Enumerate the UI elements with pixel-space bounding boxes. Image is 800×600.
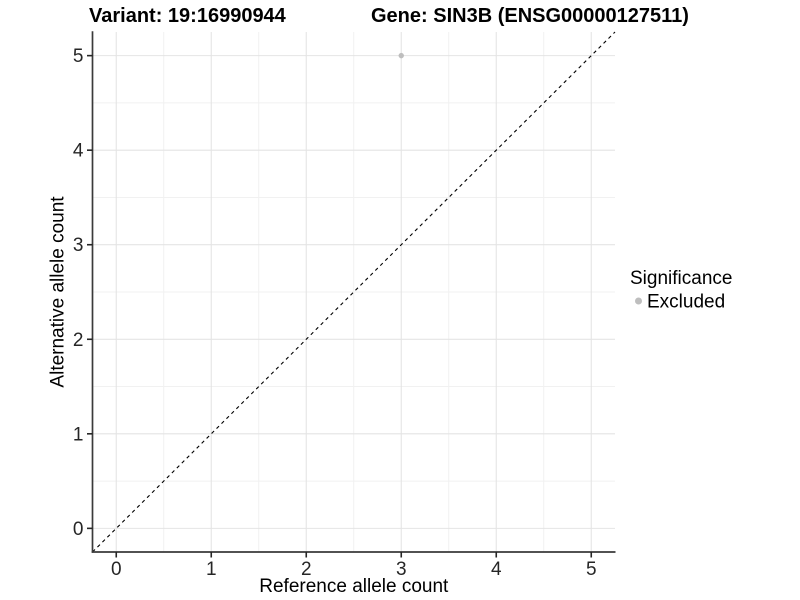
data-point: [398, 52, 404, 59]
ticks-layer: 0 1 2 3 4 5 0 1 2 3 4 5: [73, 46, 597, 580]
x-tick-label: 4: [491, 559, 502, 580]
y-tick-label: 3: [73, 235, 84, 256]
legend-entry-label: Excluded: [647, 292, 725, 313]
legend-key-dot: [635, 297, 642, 305]
x-tick-label: 2: [301, 559, 312, 580]
x-tick-label: 1: [206, 559, 217, 580]
x-tick-label: 3: [396, 559, 407, 580]
points-layer: [398, 52, 404, 59]
x-tick-label: 5: [586, 559, 597, 580]
x-tick-label: 0: [111, 559, 122, 580]
y-tick-label: 5: [73, 46, 84, 67]
legend: Significance Excluded: [630, 268, 732, 313]
grid-layer: [92, 32, 615, 552]
legend-title: Significance: [630, 268, 732, 289]
x-axis-title: Reference allele count: [259, 576, 449, 597]
y-axis-title: Alternative allele count: [48, 196, 69, 388]
gene-title: Gene: SIN3B (ENSG00000127511): [371, 5, 689, 27]
variant-title: Variant: 19:16990944: [89, 5, 287, 27]
y-tick-label: 0: [73, 519, 84, 540]
y-tick-label: 1: [73, 424, 84, 445]
y-tick-label: 4: [73, 141, 84, 162]
y-tick-label: 2: [73, 330, 84, 351]
